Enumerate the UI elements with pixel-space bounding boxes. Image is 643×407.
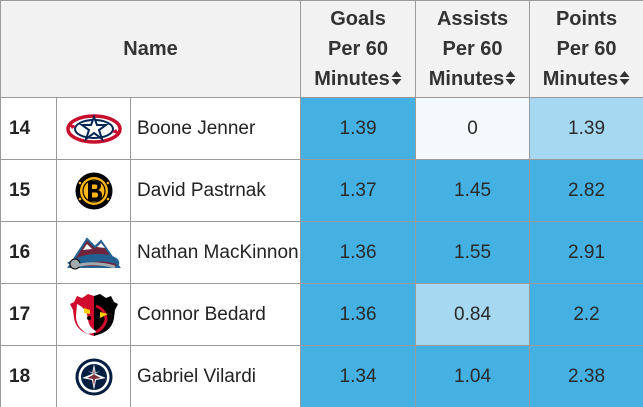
team-logo-cell — [56, 159, 131, 222]
table-row: 18 Gabriel Vilardi 1.34 1.04 2.38 — [0, 345, 643, 407]
points-header-line-1: Points — [555, 8, 618, 30]
boston-bruins-logo-icon — [75, 172, 112, 209]
assists-per-60-cell: 1.55 — [415, 221, 531, 284]
column-header-name[interactable]: Name — [0, 0, 302, 98]
table-row: 14 Boone Jenner 1.39 0 1.39 — [0, 97, 643, 160]
points-per-60-cell: 2.2 — [529, 283, 643, 346]
sort-arrows-icon[interactable] — [505, 70, 516, 86]
goals-per-60-cell: 1.37 — [300, 159, 417, 222]
column-header-points[interactable]: Points Per 60 Minutes — [529, 0, 643, 98]
assists-per-60-cell: 1.04 — [415, 345, 531, 407]
goals-header-line-2: Per 60 — [328, 38, 389, 60]
player-name[interactable]: Boone Jenner — [129, 97, 302, 160]
rank-cell: 18 — [0, 345, 57, 407]
goals-header-line-3: Minutes — [314, 68, 390, 90]
assists-per-60-cell: 0.84 — [415, 283, 531, 346]
sort-arrows-icon[interactable] — [391, 70, 402, 86]
columbus-blue-jackets-logo-icon — [65, 113, 122, 144]
player-name[interactable]: David Pastrnak — [129, 159, 302, 222]
header-row: Name Goals Per 60 Minutes Assists Per 60… — [0, 0, 643, 98]
team-logo-cell — [56, 283, 131, 346]
colorado-avalanche-logo-icon — [66, 236, 121, 269]
column-header-assists[interactable]: Assists Per 60 Minutes — [415, 0, 531, 98]
goals-per-60-cell: 1.36 — [300, 283, 417, 346]
points-per-60-cell: 1.39 — [529, 97, 643, 160]
points-header-line-2: Per 60 — [556, 38, 617, 60]
table-row: 15 David Pastrnak 1.37 1.45 2.82 — [0, 159, 643, 222]
rank-cell: 16 — [0, 221, 57, 284]
sort-arrows-icon[interactable] — [619, 70, 630, 86]
winnipeg-jets-logo-icon — [75, 358, 112, 395]
column-header-name-label: Name — [123, 38, 178, 60]
table-row: 17 Connor Bedard 1.36 0.84 2.2 — [0, 283, 643, 346]
chicago-blackhawks-logo-icon — [69, 293, 118, 336]
assists-header-line-3: Minutes — [428, 68, 505, 90]
rank-cell: 14 — [0, 97, 57, 160]
team-logo-cell — [56, 97, 131, 160]
points-per-60-cell: 2.91 — [529, 221, 643, 284]
table-row: 16 Nathan MacKinnon 1.36 1.55 2.91 — [0, 221, 643, 284]
points-per-60-cell: 2.82 — [529, 159, 643, 222]
column-header-goals[interactable]: Goals Per 60 Minutes — [300, 0, 417, 98]
assists-per-60-cell: 0 — [415, 97, 531, 160]
player-name[interactable]: Gabriel Vilardi — [129, 345, 302, 407]
rank-cell: 15 — [0, 159, 57, 222]
goals-per-60-cell: 1.36 — [300, 221, 417, 284]
rank-cell: 17 — [0, 283, 57, 346]
points-per-60-cell: 2.38 — [529, 345, 643, 407]
assists-per-60-cell: 1.45 — [415, 159, 531, 222]
player-name[interactable]: Nathan MacKinnon — [129, 221, 302, 284]
player-name[interactable]: Connor Bedard — [129, 283, 302, 346]
team-logo-cell — [56, 345, 131, 407]
goals-per-60-cell: 1.39 — [300, 97, 417, 160]
assists-header-line-2: Per 60 — [442, 38, 503, 60]
points-header-line-3: Minutes — [542, 68, 619, 90]
team-logo-cell — [56, 221, 131, 284]
goals-per-60-cell: 1.34 — [300, 345, 417, 407]
assists-header-line-1: Assists — [436, 8, 509, 30]
goals-header-line-1: Goals — [330, 8, 386, 30]
